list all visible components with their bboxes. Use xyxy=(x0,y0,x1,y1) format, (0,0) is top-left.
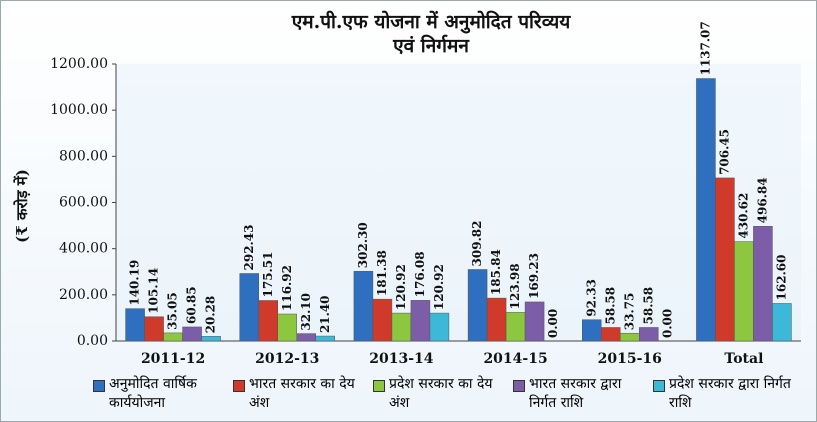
bar xyxy=(372,298,393,342)
legend-swatch xyxy=(233,380,245,392)
x-tick-label: 2011-12 xyxy=(141,351,205,367)
y-tick-label: 200.00 xyxy=(59,287,108,303)
bar xyxy=(620,332,640,342)
bar xyxy=(239,273,259,342)
value-label: 58.58 xyxy=(603,287,617,325)
bar xyxy=(353,270,374,342)
x-tick-label: 2012-13 xyxy=(255,351,319,367)
legend: अनुमोदित वार्षिक कार्ययोजना भारत सरकार का… xyxy=(93,375,813,413)
value-label: 1137.07 xyxy=(698,21,712,75)
legend-label: भारत सरकार द्वारा निर्गत राशि xyxy=(529,376,622,411)
bar xyxy=(734,241,754,342)
bar xyxy=(410,300,431,342)
bar xyxy=(296,333,316,342)
x-tick-label: 2015-16 xyxy=(598,351,662,367)
value-label: 120.92 xyxy=(394,264,408,310)
bar xyxy=(601,327,621,342)
legend-label: अनुमोदित वार्षिक कार्ययोजना xyxy=(109,376,197,411)
value-label: 35.05 xyxy=(166,292,180,330)
value-label: 105.14 xyxy=(147,268,161,314)
value-label: 32.10 xyxy=(299,293,313,331)
legend-item: अनुमोदित वार्षिक कार्ययोजना xyxy=(93,375,233,413)
legend-label: प्रदेश सरकार का देय अंश xyxy=(389,376,493,411)
bar xyxy=(125,308,145,342)
bar xyxy=(315,335,335,342)
legend-item: प्रदेश सरकार द्वारा निर्गत राशि xyxy=(653,375,793,413)
bar xyxy=(524,301,545,342)
value-label: 430.62 xyxy=(736,193,750,239)
y-axis-label: (₹ करोड़ में) xyxy=(13,169,31,243)
legend-swatch xyxy=(513,380,525,392)
value-label: 123.98 xyxy=(508,263,522,309)
x-tick-label: 2014-15 xyxy=(483,351,547,367)
y-tick-label: 600.00 xyxy=(59,195,108,211)
bar xyxy=(753,226,773,342)
bar xyxy=(467,269,488,342)
bar xyxy=(258,300,278,342)
y-tick-label: 0.00 xyxy=(77,333,108,349)
value-label: 60.85 xyxy=(185,286,199,324)
y-tick-label: 400.00 xyxy=(59,241,108,257)
y-tick-label: 800.00 xyxy=(59,148,108,164)
value-label: 302.30 xyxy=(356,222,370,268)
legend-item: प्रदेश सरकार का देय अंश xyxy=(373,375,513,413)
legend-label: भारत सरकार का देय अंश xyxy=(249,376,355,411)
value-label: 175.51 xyxy=(261,252,275,298)
bar xyxy=(277,313,297,342)
legend-item: भारत सरकार का देय अंश xyxy=(233,375,373,413)
bar xyxy=(582,319,602,342)
bar xyxy=(163,332,183,342)
legend-label: प्रदेश सरकार द्वारा निर्गत राशि xyxy=(669,376,791,411)
value-label: 176.08 xyxy=(413,251,427,297)
value-label: 309.82 xyxy=(470,221,484,267)
bar xyxy=(144,316,164,342)
value-label: 0.00 xyxy=(546,309,560,338)
legend-swatch xyxy=(93,380,105,392)
bar xyxy=(201,336,221,342)
value-label: 116.92 xyxy=(280,265,294,311)
x-tick-label: 2013-14 xyxy=(369,351,434,367)
legend-item: भारत सरकार द्वारा निर्गत राशि xyxy=(513,375,653,413)
chart-title: एम.पी.एफ योजना में अनुमोदित परिव्यय xyxy=(291,10,571,34)
value-label: 496.84 xyxy=(755,177,769,223)
bar xyxy=(391,312,412,342)
value-label: 185.84 xyxy=(489,249,503,295)
legend-swatch xyxy=(373,380,385,392)
value-label: 58.58 xyxy=(641,287,655,325)
value-label: 162.60 xyxy=(774,255,788,301)
bar xyxy=(639,327,659,342)
plot-area xyxy=(116,64,801,341)
x-tick-label: Total xyxy=(724,351,763,367)
bar xyxy=(429,312,450,342)
value-label: 292.43 xyxy=(242,225,256,271)
value-label: 120.92 xyxy=(432,264,446,310)
bar xyxy=(505,312,526,342)
value-label: 706.45 xyxy=(717,129,731,175)
value-label: 181.38 xyxy=(375,250,389,296)
value-label: 169.23 xyxy=(527,253,541,299)
bar xyxy=(696,78,716,342)
value-label: 21.40 xyxy=(318,295,332,333)
bar xyxy=(182,326,202,342)
y-tick-label: 1200.00 xyxy=(50,56,108,72)
value-label: 20.28 xyxy=(204,296,218,334)
value-label: 0.00 xyxy=(660,309,674,338)
bar xyxy=(772,303,792,342)
bar xyxy=(715,177,735,342)
value-label: 92.33 xyxy=(584,279,598,317)
bar xyxy=(486,297,507,342)
value-label: 33.75 xyxy=(622,293,636,331)
chart: एम.पी.एफ योजना में अनुमोदित परिव्यय एवं … xyxy=(13,10,801,367)
chart-title: एवं निर्गमन xyxy=(392,34,470,57)
value-label: 140.19 xyxy=(128,260,142,306)
legend-swatch xyxy=(653,380,665,392)
y-tick-label: 1000.00 xyxy=(50,102,108,118)
